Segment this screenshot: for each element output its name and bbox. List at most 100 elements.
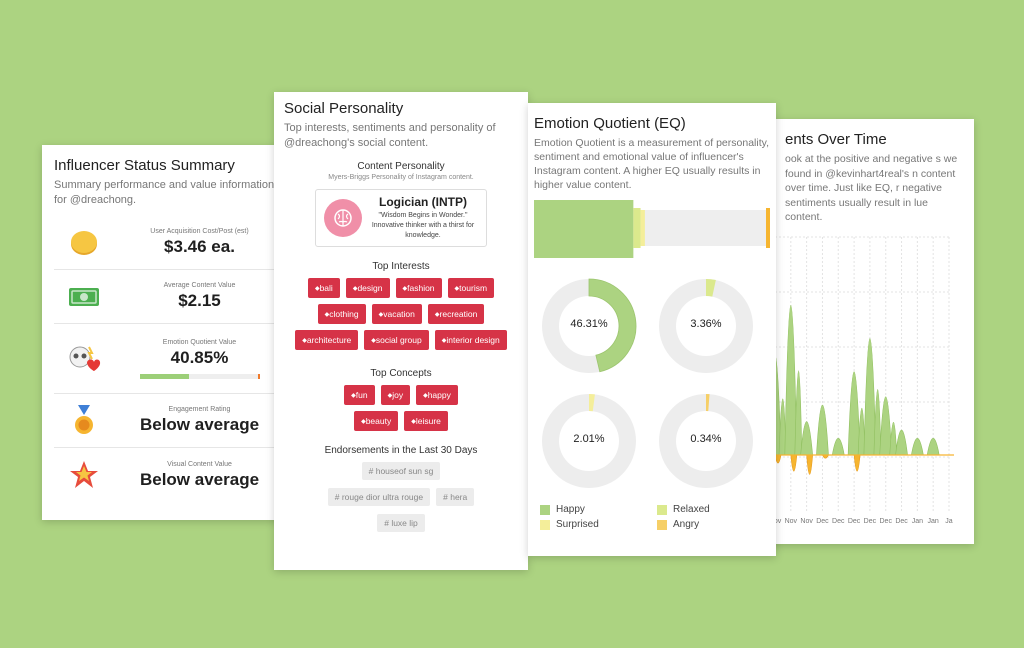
- eq-legend: Happy Relaxed Surprised Angry: [534, 504, 770, 530]
- donut-slice: [588, 278, 637, 373]
- top-concepts-heading: Top Concepts: [370, 368, 432, 379]
- top-interests-heading: Top Interests: [372, 261, 430, 272]
- negative-dip: [806, 454, 813, 475]
- endorsement-chip[interactable]: hera: [436, 488, 475, 506]
- content-personality-sub: Myers-Briggs Personality of Instagram co…: [328, 174, 474, 181]
- positive-peak: [895, 430, 908, 456]
- endorsement-chip[interactable]: houseof sun sg: [361, 462, 441, 480]
- legend-item-happy[interactable]: Happy: [540, 504, 657, 515]
- tag-chip[interactable]: fashion: [395, 278, 442, 298]
- tag-chip[interactable]: happy: [416, 385, 458, 405]
- personality-type: Logician (INTP): [379, 195, 467, 209]
- metric-label: Emotion Quotient Value: [162, 338, 237, 346]
- tag-chip[interactable]: social group: [364, 330, 429, 350]
- x-tick-label: Nov: [800, 518, 813, 525]
- legend-item-angry[interactable]: Angry: [657, 519, 774, 530]
- x-tick-label: Jan: [928, 518, 939, 525]
- tag-chip[interactable]: recreation: [427, 304, 485, 324]
- positive-peak: [911, 438, 924, 456]
- x-tick-label: Dec: [832, 518, 845, 525]
- metric-label: Engagement Rating: [168, 406, 231, 413]
- donut-happy: 46.31%: [534, 271, 644, 381]
- legend-label: Relaxed: [673, 504, 710, 515]
- endorsements-heading: Endorsements in the Last 30 Days: [324, 445, 478, 456]
- social-personality-card: Social Personality Top interests, sentim…: [274, 92, 528, 570]
- x-tick-label: Ja: [945, 518, 953, 525]
- negative-dip: [853, 454, 861, 472]
- legend-item-surprised[interactable]: Surprised: [540, 519, 657, 530]
- tag-chip[interactable]: clothing: [317, 304, 366, 324]
- metric-label: Average Content Value: [163, 282, 236, 289]
- metric-average-content-value: Average Content Value $2.15: [54, 270, 285, 324]
- top-interests-list: balidesignfashiontourism clothingvacation…: [284, 278, 518, 350]
- positive-peak: [873, 389, 882, 456]
- tag-chip[interactable]: design: [345, 278, 390, 298]
- metric-visual-content-value: Visual Content Value Below average: [54, 448, 285, 502]
- money-icon: [69, 287, 99, 306]
- x-tick-label: Dec: [864, 518, 877, 525]
- eq-progress-marker: [257, 373, 260, 379]
- x-tick-label: Dec: [880, 518, 893, 525]
- legend-label: Happy: [556, 504, 585, 515]
- legend-swatch: [657, 519, 667, 530]
- negative-dip: [790, 454, 798, 472]
- eq-title: Emotion Quotient (EQ): [534, 115, 686, 132]
- emotion-quotient-card: Emotion Quotient (EQ) Emotion Quotient i…: [528, 103, 776, 556]
- coin-icon: [71, 230, 97, 255]
- donut-track: [659, 279, 753, 373]
- donut-slice: [706, 394, 710, 412]
- metric-label: User Acquisition Cost/Post (est): [150, 228, 249, 235]
- eq-progress-bar: [139, 373, 260, 379]
- tag-chip[interactable]: vacation: [371, 304, 422, 324]
- metric-label: Visual Content Value: [167, 460, 232, 468]
- sentiments-card: ents Over Time ook at the positive and n…: [745, 119, 974, 544]
- personality-title: Social Personality: [284, 100, 404, 117]
- donut-angry: 0.34%: [651, 386, 761, 496]
- star-icon: [70, 461, 98, 488]
- eq-progress-fill: [139, 373, 189, 379]
- top-concepts-list: funjoyhappy beautyleisure: [284, 385, 518, 431]
- metric-engagement-rating: Engagement Rating Below average: [54, 394, 285, 448]
- content-personality-heading: Content Personality: [357, 161, 445, 172]
- legend-item-relaxed[interactable]: Relaxed: [657, 504, 774, 515]
- tag-chip[interactable]: fun: [344, 385, 375, 405]
- x-tick-label: Jan: [912, 518, 923, 525]
- eq-bar-segment-surprised: [640, 210, 645, 246]
- tag-chip[interactable]: beauty: [354, 411, 399, 431]
- metric-value: $2.15: [178, 291, 221, 310]
- donut-percent-label: 46.31%: [570, 318, 608, 330]
- tag-chip[interactable]: joy: [380, 385, 411, 405]
- x-tick-label: Dec: [895, 518, 908, 525]
- sentiments-subtitle: ook at the positive and negative s we fo…: [785, 153, 958, 223]
- donut-track: [659, 394, 753, 488]
- metric-value: Below average: [139, 415, 260, 434]
- tag-chip[interactable]: bali: [307, 278, 340, 298]
- metric-value: $3.46 ea.: [164, 237, 235, 256]
- x-tick-label: Dec: [848, 518, 861, 525]
- tag-chip[interactable]: leisure: [404, 411, 448, 431]
- eq-donut-grid: 46.31% 3.36% 2.01% 0.34%: [534, 271, 770, 496]
- status-subtitle: Summary performance and value informatio…: [54, 179, 275, 206]
- donut-percent-label: 2.01%: [573, 433, 605, 445]
- eq-stacked-bar: [534, 200, 770, 258]
- positive-peak: [816, 404, 829, 456]
- personality-box: Logician (INTP) "Wisdom Begins in Wonder…: [315, 189, 487, 247]
- positive-peak: [831, 438, 845, 456]
- eq-bar-segment-relaxed: [633, 208, 641, 248]
- personality-description: "Wisdom Begins in Wonder." Innovative th…: [371, 212, 475, 239]
- tag-chip[interactable]: architecture: [295, 330, 359, 350]
- metric-emotion-quotient: Emotion Quotient Value 40.85%: [54, 324, 285, 394]
- personality-subtitle: Top interests, sentiments and personalit…: [284, 122, 496, 149]
- metric-value: Below average: [139, 469, 260, 489]
- tag-chip[interactable]: interior design: [434, 330, 507, 350]
- positive-peak: [863, 338, 877, 456]
- endorsement-chip[interactable]: rouge dior ultra rouge: [327, 488, 431, 506]
- tag-chip[interactable]: tourism: [447, 278, 495, 298]
- endorsement-chip[interactable]: luxe lip: [377, 514, 425, 532]
- donut-surprised: 2.01%: [534, 386, 644, 496]
- sentiments-chart: NovNovNovDecDecDecDecDecDecJanJanJa: [768, 236, 954, 525]
- donut-percent-label: 0.34%: [690, 433, 722, 445]
- legend-swatch: [540, 504, 550, 515]
- legend-label: Surprised: [556, 519, 599, 530]
- donut-percent-label: 3.36%: [690, 318, 722, 330]
